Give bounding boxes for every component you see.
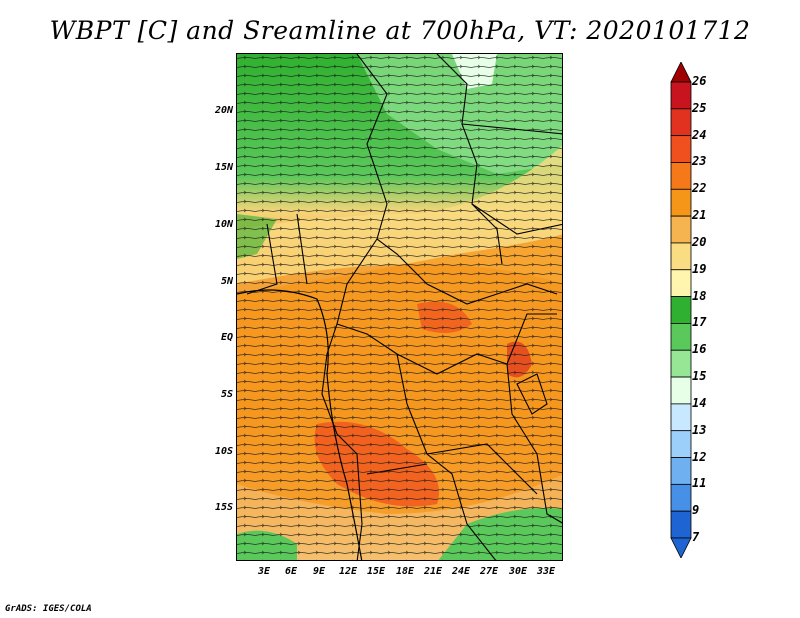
colorbar-tick-label: 22 [692,181,707,196]
colorbar-tick-label: 23 [692,154,707,169]
colorbar-top-arrow [670,62,692,83]
lon-label-18e: 18E [395,566,415,577]
colorbar-cell [670,457,692,485]
lon-label-9e: 9E [312,566,326,577]
lat-label-15n: 15N [214,162,233,173]
lat-label-10n: 10N [214,219,233,230]
map-title: WBPT [C] and Sreamline at 700hPa, VT: 20… [49,16,751,45]
coastline [237,289,363,560]
lon-label-12e: 12E [338,566,358,577]
colorbar-cell [670,510,692,539]
colorbar-tick-label: 26 [692,74,707,88]
colorbar-cell [670,108,692,137]
credit-text: GrADS: IGES/COLA [5,604,92,614]
lat-label-10s: 10S [214,446,233,457]
lon-label-21e: 21E [423,566,443,577]
colorbar-cell [670,135,692,163]
colorbar-tick-label: 11 [692,476,707,491]
lon-label-24e: 24E [451,566,471,577]
colorbar-cell [670,242,692,271]
colorbar-cell [670,323,692,351]
colorbar-cell [670,269,692,297]
colorbar-tick-label: 7 [692,530,700,544]
colorbar-tick-label: 14 [692,395,707,410]
colorbar-tick-label: 18 [692,288,707,303]
lat-label-20n: 20N [214,105,233,116]
lat-label-5s: 5S [220,389,233,400]
colorbar-tick-label: 20 [692,234,707,249]
lon-label-27e: 27E [479,566,499,577]
colorbar-tick-label: 19 [692,261,707,276]
colorbar-tick-label: 15 [692,369,707,384]
colorbar-tick-label: 24 [692,127,707,142]
lon-label-30e: 30E [508,566,528,577]
lon-label-33e: 33E [536,566,556,577]
colorbar [670,62,692,558]
lat-label-eq: EQ [220,332,233,343]
lon-label-15e: 15E [366,566,386,577]
colorbar-cell [670,296,692,324]
colorbar-tick-label: 21 [692,208,707,223]
colorbar-cell [670,403,692,432]
country-borders [246,54,562,560]
colorbar-tick-label: 25 [692,100,707,115]
streamlines [237,54,562,560]
map-panel [236,53,563,561]
colorbar-cell [670,162,692,190]
colorbar-tick-label: 16 [692,342,707,357]
colorbar-bottom-arrow [670,537,692,558]
lon-label-6e: 6E [284,566,298,577]
lat-label-5n: 5N [220,276,233,287]
lat-label-15s: 15S [214,502,233,513]
colorbar-cell [670,430,692,458]
colorbar-tick-label: 9 [692,503,700,518]
wbpt-field [237,54,562,560]
colorbar-cell [670,81,692,110]
lon-label-3e: 3E [257,566,271,577]
colorbar-tick-label: 17 [692,315,707,330]
colorbar-cell [670,188,692,217]
colorbar-cell [670,215,692,244]
colorbar-tick-label: 13 [692,422,707,437]
colorbar-cell [670,376,692,405]
colorbar-cell [670,483,692,512]
colorbar-tick-label: 12 [692,449,707,464]
colorbar-cell [670,349,692,378]
